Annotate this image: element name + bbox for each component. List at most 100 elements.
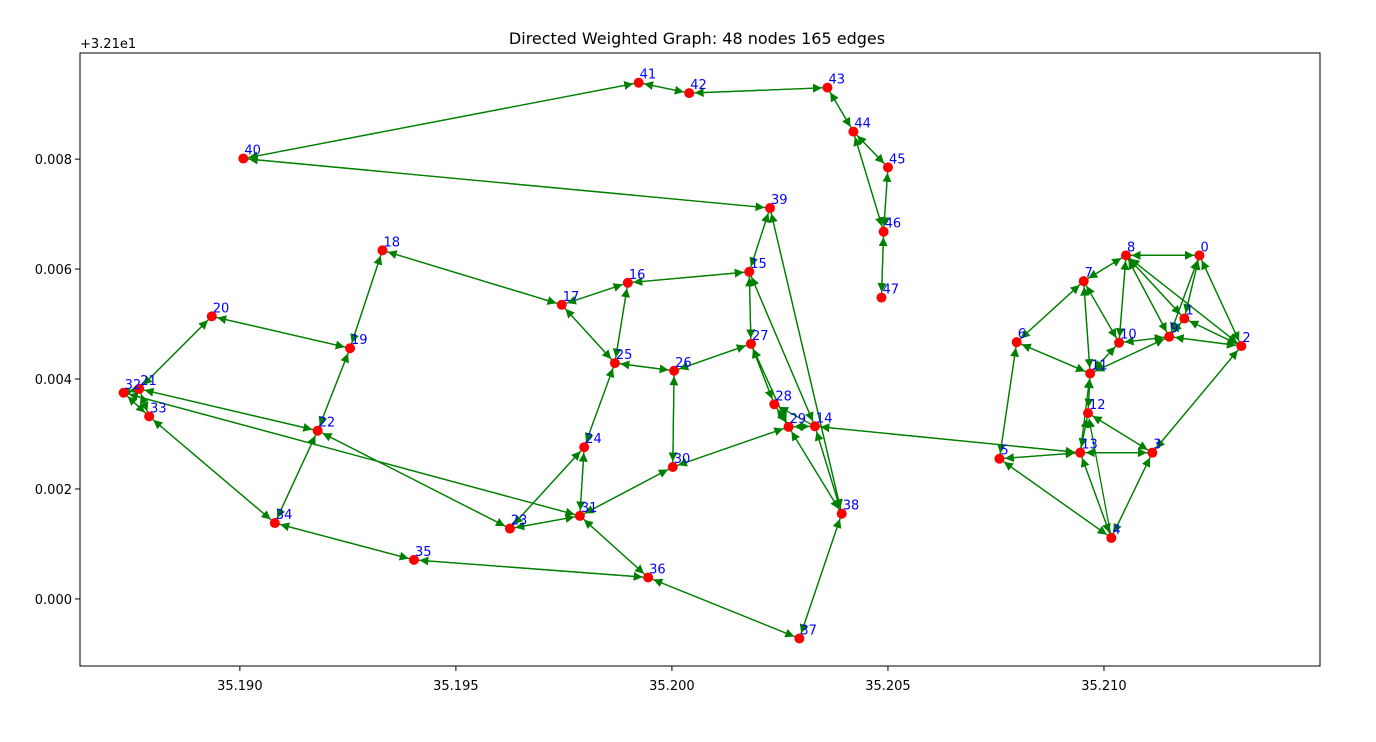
node-33[interactable]: [144, 411, 155, 422]
node-6[interactable]: [1011, 337, 1022, 348]
node-label-17: 17: [563, 290, 580, 305]
edge-31-23: [515, 515, 581, 531]
edge-25-24: [584, 362, 616, 443]
node-24[interactable]: [579, 442, 590, 453]
node-40[interactable]: [238, 153, 249, 164]
node-label-31: 31: [581, 501, 598, 516]
node-label-14: 14: [816, 411, 833, 426]
node-27[interactable]: [745, 338, 756, 349]
node-17[interactable]: [556, 299, 567, 310]
node-label-13: 13: [1081, 438, 1098, 453]
node-13[interactable]: [1075, 447, 1086, 458]
node-label-16: 16: [629, 268, 646, 283]
node-46[interactable]: [878, 226, 889, 237]
node-label-45: 45: [889, 152, 906, 167]
node-20[interactable]: [206, 311, 217, 322]
node-35[interactable]: [408, 554, 419, 565]
node-7[interactable]: [1078, 276, 1089, 287]
edge-46-44: [853, 136, 885, 232]
edge-4-3: [1110, 457, 1151, 539]
edge-12-3: [1087, 412, 1149, 451]
node-11[interactable]: [1085, 368, 1096, 379]
edge-34-22: [274, 435, 316, 524]
node-30[interactable]: [667, 461, 678, 472]
node-26[interactable]: [669, 365, 680, 376]
x-axis: 35.190 35.195 35.200 35.205 35.210: [217, 666, 1127, 694]
node-label-1: 1: [1185, 304, 1193, 319]
node-31[interactable]: [574, 510, 585, 521]
node-label-9: 9: [1170, 322, 1178, 337]
edge-5-4: [999, 458, 1108, 536]
edge-32-31: [123, 392, 575, 517]
node-19[interactable]: [345, 343, 356, 354]
node-16[interactable]: [622, 277, 633, 288]
node-9[interactable]: [1164, 331, 1175, 342]
node-15[interactable]: [744, 266, 755, 277]
edge-27-15: [745, 277, 755, 344]
node-label-8: 8: [1127, 240, 1135, 255]
node-25[interactable]: [609, 358, 620, 369]
node-39[interactable]: [764, 203, 775, 214]
node-4[interactable]: [1106, 532, 1117, 543]
node-label-33: 33: [150, 401, 167, 416]
edge-18-17: [382, 249, 557, 305]
edge-42-41: [643, 81, 690, 94]
edge-40-39: [243, 157, 765, 212]
edge-2-0: [1201, 260, 1242, 347]
node-47[interactable]: [876, 292, 887, 303]
edge-14-13: [814, 425, 1075, 456]
edge-23-22: [322, 432, 511, 530]
node-8[interactable]: [1121, 250, 1132, 261]
node-label-29: 29: [790, 412, 807, 427]
node-label-18: 18: [383, 235, 400, 250]
node-14[interactable]: [809, 421, 820, 432]
node-12[interactable]: [1082, 408, 1093, 419]
node-1[interactable]: [1179, 313, 1190, 324]
node-37[interactable]: [794, 633, 805, 644]
edge-10-9: [1119, 333, 1164, 344]
node-22[interactable]: [312, 425, 323, 436]
edge-10-8: [1118, 260, 1130, 343]
edge-38-14: [814, 431, 843, 514]
edge-22-21: [144, 387, 318, 432]
edge-20-19: [211, 315, 345, 350]
edge-39-15: [749, 207, 771, 267]
node-34[interactable]: [269, 518, 280, 529]
y-tick-label: 0.000: [35, 593, 72, 608]
node-3[interactable]: [1147, 447, 1158, 458]
y-tick-label: 0.008: [35, 153, 72, 168]
edge-21-20: [138, 319, 209, 390]
node-label-24: 24: [585, 432, 602, 447]
node-23[interactable]: [504, 523, 515, 534]
node-38[interactable]: [836, 508, 847, 519]
node-5[interactable]: [994, 453, 1005, 464]
node-32[interactable]: [118, 387, 129, 398]
node-45[interactable]: [882, 162, 893, 173]
edge-31-24: [578, 452, 588, 516]
node-0[interactable]: [1194, 250, 1205, 261]
node-label-25: 25: [616, 348, 633, 363]
node-label-37: 37: [800, 624, 817, 639]
node-10[interactable]: [1114, 337, 1125, 348]
node-28[interactable]: [769, 399, 780, 410]
node-2[interactable]: [1236, 341, 1247, 352]
edge-31-30: [579, 468, 669, 517]
node-21[interactable]: [134, 383, 145, 394]
edge-45-44: [856, 135, 889, 168]
node-29[interactable]: [783, 421, 794, 432]
node-36[interactable]: [643, 572, 654, 583]
edge-29-27: [752, 348, 790, 428]
edge-9-2: [1169, 336, 1236, 349]
node-18[interactable]: [377, 245, 388, 256]
node-43[interactable]: [822, 82, 833, 93]
edge-35-34: [280, 522, 415, 561]
edge-16-15: [627, 268, 744, 284]
node-label-6: 6: [1018, 327, 1026, 342]
node-42[interactable]: [684, 88, 695, 99]
edge-28-27: [752, 348, 775, 405]
node-44[interactable]: [848, 126, 859, 137]
edge-11-6: [1021, 343, 1091, 375]
edge-8-7: [1088, 254, 1127, 279]
node-41[interactable]: [633, 77, 644, 88]
edge-19-18: [349, 255, 383, 349]
